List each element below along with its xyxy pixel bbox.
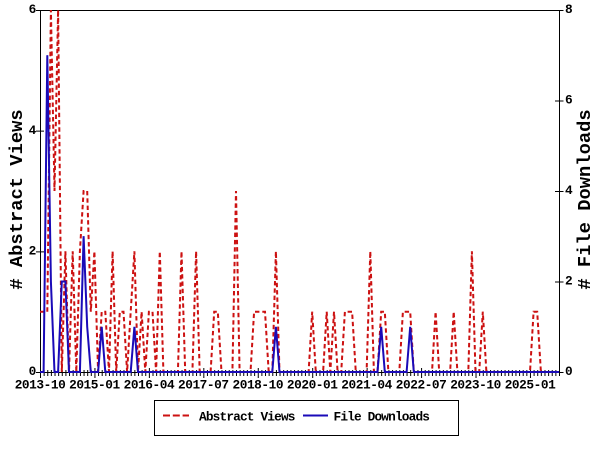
svg-text:2018-10: 2018-10 xyxy=(232,378,283,393)
svg-text:2017-07: 2017-07 xyxy=(178,378,229,393)
svg-text:2023-10: 2023-10 xyxy=(450,378,501,393)
svg-text:2: 2 xyxy=(29,244,36,259)
svg-text:2013-10: 2013-10 xyxy=(15,378,66,393)
svg-text:4: 4 xyxy=(565,183,573,198)
svg-text:2022-07: 2022-07 xyxy=(396,378,447,393)
svg-text:0: 0 xyxy=(29,364,36,379)
svg-text:4: 4 xyxy=(29,123,37,138)
svg-text:2021-04: 2021-04 xyxy=(341,378,392,393)
svg-text:File Downloads: File Downloads xyxy=(334,410,430,425)
svg-text:2025-01: 2025-01 xyxy=(505,378,556,393)
svg-text:8: 8 xyxy=(565,2,572,17)
svg-text:0: 0 xyxy=(565,364,572,379)
svg-text:# File Downloads: # File Downloads xyxy=(574,109,596,289)
svg-text:2020-01: 2020-01 xyxy=(287,378,338,393)
svg-text:6: 6 xyxy=(565,93,572,108)
svg-text:2: 2 xyxy=(565,274,572,289)
svg-text:2016-04: 2016-04 xyxy=(124,378,175,393)
svg-text:# Abstract Views: # Abstract Views xyxy=(6,109,28,289)
svg-text:Abstract Views: Abstract Views xyxy=(199,410,295,425)
svg-text:6: 6 xyxy=(29,2,36,17)
svg-text:2015-01: 2015-01 xyxy=(69,378,120,393)
